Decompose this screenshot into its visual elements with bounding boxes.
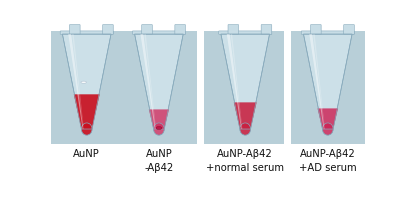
FancyBboxPatch shape: [51, 32, 196, 144]
Polygon shape: [72, 35, 84, 129]
Text: AuNP: AuNP: [145, 149, 172, 159]
Polygon shape: [144, 35, 156, 129]
Polygon shape: [221, 35, 270, 129]
Polygon shape: [234, 103, 257, 129]
Text: +normal serum: +normal serum: [206, 163, 284, 173]
Ellipse shape: [153, 123, 164, 135]
FancyBboxPatch shape: [291, 32, 364, 144]
FancyBboxPatch shape: [70, 25, 80, 35]
Polygon shape: [141, 35, 156, 129]
Ellipse shape: [81, 123, 92, 135]
Polygon shape: [68, 35, 83, 129]
FancyBboxPatch shape: [142, 25, 152, 35]
Ellipse shape: [240, 123, 251, 135]
Polygon shape: [313, 35, 325, 129]
FancyBboxPatch shape: [175, 25, 185, 35]
Polygon shape: [227, 35, 242, 129]
FancyBboxPatch shape: [132, 32, 185, 35]
Polygon shape: [309, 35, 324, 129]
Ellipse shape: [322, 123, 333, 135]
Text: -Aβ42: -Aβ42: [144, 163, 173, 173]
FancyBboxPatch shape: [228, 25, 239, 35]
Polygon shape: [230, 35, 242, 129]
Polygon shape: [149, 110, 169, 129]
FancyBboxPatch shape: [219, 32, 272, 35]
Ellipse shape: [156, 127, 162, 130]
FancyBboxPatch shape: [205, 32, 284, 144]
Polygon shape: [62, 35, 111, 129]
Text: +AD serum: +AD serum: [299, 163, 356, 173]
Ellipse shape: [322, 123, 333, 135]
Polygon shape: [318, 109, 338, 129]
Text: AuNP-Aβ42: AuNP-Aβ42: [217, 149, 273, 159]
Polygon shape: [74, 95, 100, 129]
Ellipse shape: [153, 123, 164, 135]
FancyBboxPatch shape: [301, 32, 354, 35]
Text: AuNP: AuNP: [73, 149, 100, 159]
FancyBboxPatch shape: [311, 25, 321, 35]
FancyBboxPatch shape: [261, 25, 272, 35]
FancyBboxPatch shape: [102, 25, 113, 35]
Text: AuNP-Aβ42: AuNP-Aβ42: [300, 149, 356, 159]
FancyBboxPatch shape: [60, 32, 113, 35]
Ellipse shape: [81, 82, 86, 84]
Polygon shape: [134, 35, 183, 129]
Ellipse shape: [240, 123, 251, 135]
Ellipse shape: [81, 123, 92, 135]
Polygon shape: [303, 35, 352, 129]
FancyBboxPatch shape: [344, 25, 354, 35]
